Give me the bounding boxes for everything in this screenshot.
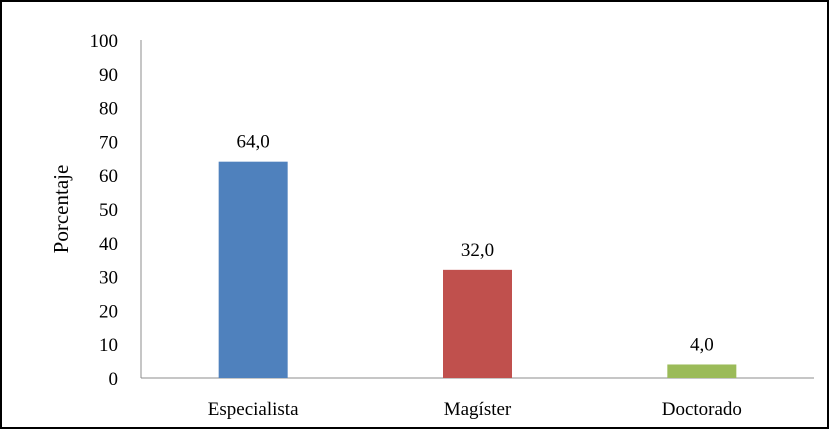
y-axis-title: Porcentaje — [49, 165, 73, 254]
y-tick-label: 20 — [99, 301, 118, 322]
data-labels: 64,0 32,0 4,0 — [237, 132, 714, 356]
y-tick-label: 90 — [99, 65, 118, 86]
bar-doctorado — [667, 364, 737, 378]
x-category-label: Doctorado — [662, 399, 742, 420]
y-tick-label: 10 — [99, 335, 118, 356]
y-tick-label: 40 — [99, 234, 118, 255]
y-tick-label: 0 — [109, 369, 119, 390]
y-tick-labels: 0 10 20 30 40 50 60 70 80 90 100 — [90, 31, 119, 390]
bar-especialista — [218, 161, 288, 378]
data-label: 32,0 — [461, 240, 494, 261]
bar-magíster — [443, 269, 512, 378]
y-tick-label: 60 — [99, 166, 118, 187]
y-tick-label: 30 — [99, 268, 118, 289]
y-tick-label: 80 — [99, 99, 118, 120]
data-label: 64,0 — [237, 132, 270, 153]
y-tick-label: 50 — [99, 200, 118, 221]
y-tick-label: 100 — [90, 31, 119, 52]
data-label: 4,0 — [690, 334, 714, 355]
y-tick-label: 70 — [99, 132, 118, 153]
bars — [218, 161, 737, 378]
x-category-label: Especialista — [208, 399, 299, 420]
x-category-label: Magíster — [444, 399, 512, 420]
category-labels: Especialista Magíster Doctorado — [208, 399, 742, 420]
